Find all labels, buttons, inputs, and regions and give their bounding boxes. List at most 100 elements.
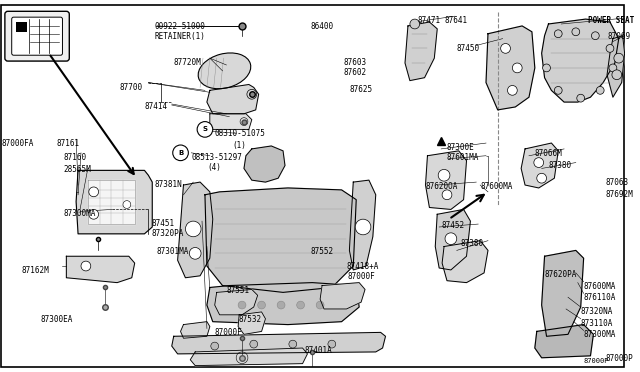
Circle shape: [211, 342, 219, 350]
Circle shape: [328, 340, 336, 348]
Polygon shape: [76, 170, 152, 234]
Text: 87160: 87160: [63, 153, 86, 162]
Text: (1): (1): [232, 141, 246, 150]
Polygon shape: [238, 312, 266, 334]
Circle shape: [81, 261, 91, 271]
Polygon shape: [205, 188, 356, 292]
Text: 87161: 87161: [56, 139, 80, 148]
Polygon shape: [180, 322, 210, 338]
Circle shape: [289, 340, 297, 348]
Text: POWER SEAT: POWER SEAT: [588, 16, 634, 25]
Text: 87069: 87069: [607, 32, 630, 41]
Polygon shape: [214, 289, 258, 315]
Polygon shape: [435, 209, 470, 270]
Circle shape: [297, 301, 305, 309]
Text: 87000F: 87000F: [214, 328, 243, 337]
Text: 87451: 87451: [151, 219, 174, 228]
Polygon shape: [320, 283, 365, 309]
Text: 87000FA: 87000FA: [2, 139, 35, 148]
Circle shape: [606, 45, 614, 52]
Text: 87602: 87602: [344, 68, 367, 77]
Text: 87450: 87450: [457, 44, 480, 52]
Text: 87300MA: 87300MA: [584, 330, 616, 339]
Text: 86400: 86400: [310, 22, 333, 31]
Polygon shape: [442, 241, 488, 283]
Polygon shape: [178, 182, 212, 278]
Circle shape: [596, 86, 604, 94]
Circle shape: [612, 70, 621, 80]
Text: 87600MA: 87600MA: [480, 182, 513, 191]
Circle shape: [197, 122, 212, 137]
Text: 87414: 87414: [145, 102, 168, 111]
Text: 87601MA: 87601MA: [447, 153, 479, 162]
Text: 87552: 87552: [310, 247, 333, 256]
Circle shape: [123, 201, 131, 208]
Circle shape: [445, 233, 457, 244]
Text: 87418+A: 87418+A: [346, 262, 379, 271]
Circle shape: [277, 301, 285, 309]
Text: B: B: [178, 150, 183, 156]
Text: 00922-51000: 00922-51000: [154, 22, 205, 31]
Text: 87471: 87471: [418, 16, 441, 25]
Text: 87381N: 87381N: [154, 180, 182, 189]
Text: 87300EA: 87300EA: [41, 315, 74, 324]
Bar: [15, 22, 28, 32]
Text: 87720M: 87720M: [173, 58, 202, 67]
Polygon shape: [172, 333, 385, 354]
Circle shape: [89, 187, 99, 197]
Circle shape: [500, 44, 511, 53]
Polygon shape: [88, 180, 134, 224]
Circle shape: [410, 19, 420, 29]
Text: 87600MA: 87600MA: [584, 282, 616, 291]
Polygon shape: [541, 19, 619, 102]
Text: 87066M: 87066M: [535, 149, 563, 158]
Text: 87401A: 87401A: [305, 346, 332, 355]
Text: 87301MA: 87301MA: [156, 247, 189, 256]
Text: 87625: 87625: [349, 84, 372, 93]
Circle shape: [537, 173, 547, 183]
Circle shape: [508, 86, 517, 95]
Circle shape: [238, 301, 246, 309]
Polygon shape: [244, 146, 285, 182]
Text: 873110A: 873110A: [580, 319, 613, 328]
Polygon shape: [210, 114, 252, 129]
Circle shape: [572, 28, 580, 36]
Polygon shape: [535, 325, 593, 358]
Polygon shape: [207, 84, 259, 114]
Ellipse shape: [198, 53, 251, 89]
Polygon shape: [349, 180, 376, 270]
Text: 87532: 87532: [238, 315, 261, 324]
Circle shape: [614, 53, 623, 63]
Circle shape: [543, 64, 550, 72]
Text: 87380: 87380: [548, 161, 572, 170]
Circle shape: [173, 145, 188, 161]
Text: 87551: 87551: [227, 286, 250, 295]
Polygon shape: [541, 250, 584, 336]
Circle shape: [609, 64, 617, 72]
Text: 87692M: 87692M: [605, 190, 633, 199]
Text: S: S: [202, 126, 207, 132]
Circle shape: [189, 247, 201, 259]
Text: 08513-51297: 08513-51297: [191, 153, 242, 162]
Text: 87603: 87603: [344, 58, 367, 67]
Circle shape: [577, 94, 584, 102]
Polygon shape: [207, 283, 359, 325]
Text: 87000F: 87000F: [348, 272, 375, 281]
Circle shape: [442, 190, 452, 200]
Text: 87162M: 87162M: [22, 266, 49, 275]
Circle shape: [591, 32, 599, 39]
Text: 87300E: 87300E: [447, 143, 475, 152]
Circle shape: [250, 340, 258, 348]
Text: 87452: 87452: [441, 221, 464, 230]
Text: 87380: 87380: [461, 239, 484, 248]
Circle shape: [258, 301, 266, 309]
Text: 87000P: 87000P: [584, 358, 609, 364]
Text: 87620OA: 87620OA: [426, 182, 458, 191]
Circle shape: [438, 169, 450, 181]
Polygon shape: [607, 36, 625, 97]
Polygon shape: [405, 22, 437, 81]
Polygon shape: [486, 26, 535, 110]
Text: 87700: 87700: [119, 83, 142, 92]
FancyBboxPatch shape: [5, 11, 69, 61]
Circle shape: [89, 209, 99, 219]
